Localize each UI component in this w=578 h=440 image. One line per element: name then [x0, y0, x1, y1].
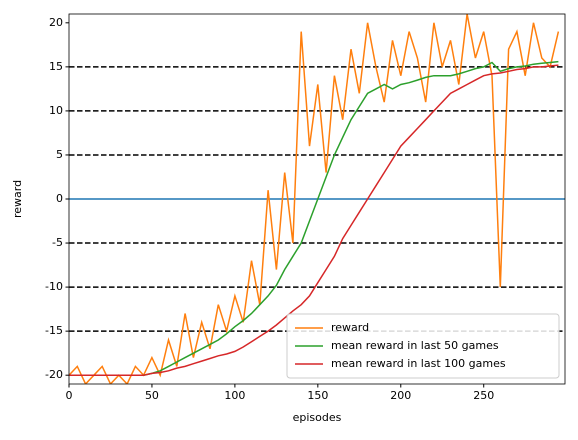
x-tick-label: 200	[390, 389, 411, 402]
y-tick-label: -15	[45, 324, 63, 337]
y-tick-label: 5	[56, 148, 63, 161]
y-tick-label: -20	[45, 368, 63, 381]
series-line	[69, 64, 559, 376]
x-axis-label: episodes	[293, 411, 342, 424]
y-tick-label: 0	[56, 192, 63, 205]
series-line	[69, 14, 560, 384]
x-tick-label: 0	[66, 389, 73, 402]
legend-box	[286, 313, 560, 379]
y-tick-label: 10	[49, 104, 63, 117]
y-tick-label: -5	[52, 236, 63, 249]
legend-label: mean reward in last 50 games	[331, 339, 499, 352]
y-tick-label: 20	[49, 16, 63, 29]
x-tick-label: 250	[473, 389, 494, 402]
y-tick-label: 15	[49, 60, 63, 73]
y-tick-label: -10	[45, 280, 63, 293]
y-axis-label: reward	[11, 180, 24, 218]
x-tick-label: 150	[307, 389, 328, 402]
legend-label: mean reward in last 100 games	[331, 357, 506, 370]
legend-label: reward	[331, 321, 369, 334]
x-tick-label: 100	[224, 389, 245, 402]
x-tick-label: 50	[145, 389, 159, 402]
